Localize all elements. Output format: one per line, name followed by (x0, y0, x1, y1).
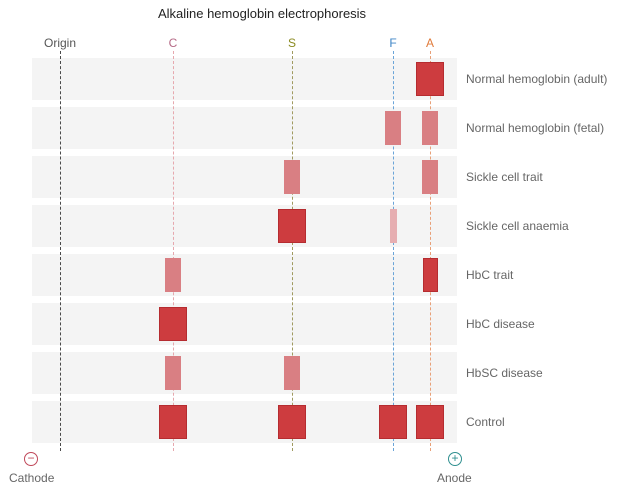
migration-line-s (292, 51, 293, 451)
band-a (422, 258, 438, 292)
band-s (284, 356, 300, 390)
diagram-title: Alkaline hemoglobin electrophoresis (157, 6, 367, 21)
row-label: Control (466, 415, 505, 429)
row-label: Normal hemoglobin (fetal) (466, 121, 605, 135)
sample-row (32, 303, 457, 345)
band-s (284, 160, 300, 194)
row-label: HbC trait (466, 268, 514, 282)
band-s (278, 405, 306, 439)
band-f (385, 111, 401, 145)
migration-line-origin (60, 51, 61, 451)
band-a (422, 160, 438, 194)
sample-row (32, 205, 457, 247)
band-f (389, 209, 397, 243)
anode-label: Anode (437, 471, 472, 485)
band-c (159, 405, 187, 439)
band-a (416, 62, 444, 96)
row-label: HbC disease (466, 317, 535, 331)
column-label-origin: Origin (43, 36, 77, 50)
band-a (416, 405, 444, 439)
band-f (379, 405, 407, 439)
column-label-a: A (425, 36, 435, 50)
sample-row (32, 156, 457, 198)
anode-plus-icon: + (448, 452, 462, 466)
row-label: Sickle cell trait (466, 170, 543, 184)
cathode-minus-icon: − (24, 452, 38, 466)
migration-line-c (173, 51, 174, 451)
column-label-c: C (168, 36, 178, 50)
migration-line-a (430, 51, 431, 451)
band-c (165, 356, 181, 390)
sample-row (32, 352, 457, 394)
column-label-f: F (389, 36, 397, 50)
migration-line-f (393, 51, 394, 451)
row-label: Normal hemoglobin (adult) (466, 72, 608, 86)
row-label: Sickle cell anaemia (466, 219, 569, 233)
sample-row (32, 254, 457, 296)
sample-row (32, 58, 457, 100)
row-label: HbSC disease (466, 366, 543, 380)
band-c (159, 307, 187, 341)
cathode-label: Cathode (9, 471, 55, 485)
column-label-s: S (287, 36, 297, 50)
band-a (422, 111, 438, 145)
band-c (165, 258, 181, 292)
band-s (278, 209, 306, 243)
